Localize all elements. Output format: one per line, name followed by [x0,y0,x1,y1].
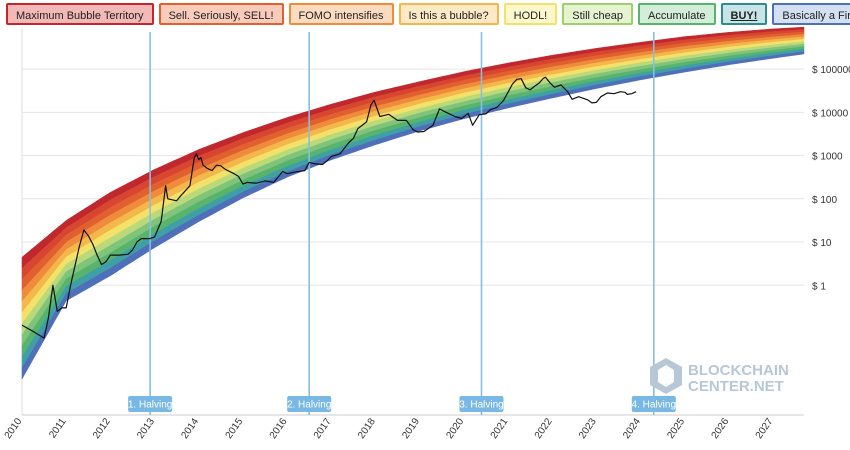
x-tick-label-3: 2013 [135,416,157,441]
halving-label-4: 4. Halving [632,400,676,411]
x-axis: 2010 2011 2012 2013 2014 2015 2016 2017 2018 2019… [3,416,776,441]
y-tick-label-0: $ 100000 [812,65,850,76]
halving-badge-1 [128,396,173,412]
blockchain-logo-icon [650,358,682,394]
watermark-line2: CENTER.NET [688,378,784,395]
legend-item-5[interactable]: Still cheap [562,3,634,25]
halving-badge-3 [459,396,504,412]
x-tick-label-5: 2015 [224,416,246,441]
legend-item-7[interactable]: BUY! [720,3,768,25]
x-tick-label-14: 2024 [621,416,643,441]
legend-item-8[interactable]: Basically a Fire Sale [772,3,850,25]
x-tick-label-4: 2014 [179,416,201,441]
x-tick-label-9: 2019 [400,416,422,441]
rainbow-bands [21,26,805,381]
x-tick-label-1: 2011 [47,416,69,440]
band-3 [21,34,805,303]
legend: Maximum Bubble Territory Sell. Seriously,… [6,3,850,27]
legend-item-0[interactable]: Maximum Bubble Territory [6,3,154,25]
x-tick-label-2: 2012 [91,416,113,441]
y-tick-label-2: $ 1000 [812,152,843,163]
x-tick-label-11: 2021 [489,416,511,441]
halving-badge-2 [287,396,332,412]
halving-labels: 1. Halving 2. Halving 3. Halving 4. Halving [128,396,676,412]
x-tick-label-6: 2016 [268,416,290,441]
halving-lines [149,32,655,415]
y-axis: $ 100000 $ 10000 $ 1000 $ 100 $ 10 $ 1 [812,65,850,292]
x-tick-label-7: 2017 [312,416,334,441]
y-tick-label-3: $ 100 [812,195,837,206]
legend-item-6[interactable]: Accumulate [638,3,716,25]
band-4 [21,36,805,314]
halving-badge-4 [631,396,676,412]
x-tick-label-12: 2022 [533,416,555,441]
y-tick-label-1: $ 10000 [812,108,849,119]
y-tick-label-5: $ 1 [812,281,826,292]
halving-label-3: 3. Halving [459,400,503,411]
watermark: BLOCKCHAIN CENTER.NET [650,358,789,395]
y-tick-label-4: $ 10 [812,238,832,249]
x-tick-label-15: 2025 [665,416,687,441]
x-tick-label-8: 2018 [356,416,378,441]
x-tick-label-0: 2010 [3,416,25,441]
legend-item-3[interactable]: Is this a bubble? [398,3,499,25]
price-series [21,76,637,339]
halving-label-1: 1. Halving [128,400,172,411]
watermark-line1: BLOCKCHAIN [688,362,789,379]
legend-item-4[interactable]: HODL! [503,3,558,25]
halving-label-2: 2. Halving [287,400,331,411]
x-tick-label-16: 2026 [710,416,732,441]
legend-item-2[interactable]: FOMO intensifies [288,3,394,25]
price-line-0 [21,76,637,339]
legend-item-1[interactable]: Sell. Seriously, SELL! [158,3,284,25]
x-tick-label-10: 2020 [444,416,466,441]
x-tick-label-13: 2023 [577,416,599,441]
band-10 [21,51,805,381]
x-tick-label-17: 2027 [754,416,776,441]
